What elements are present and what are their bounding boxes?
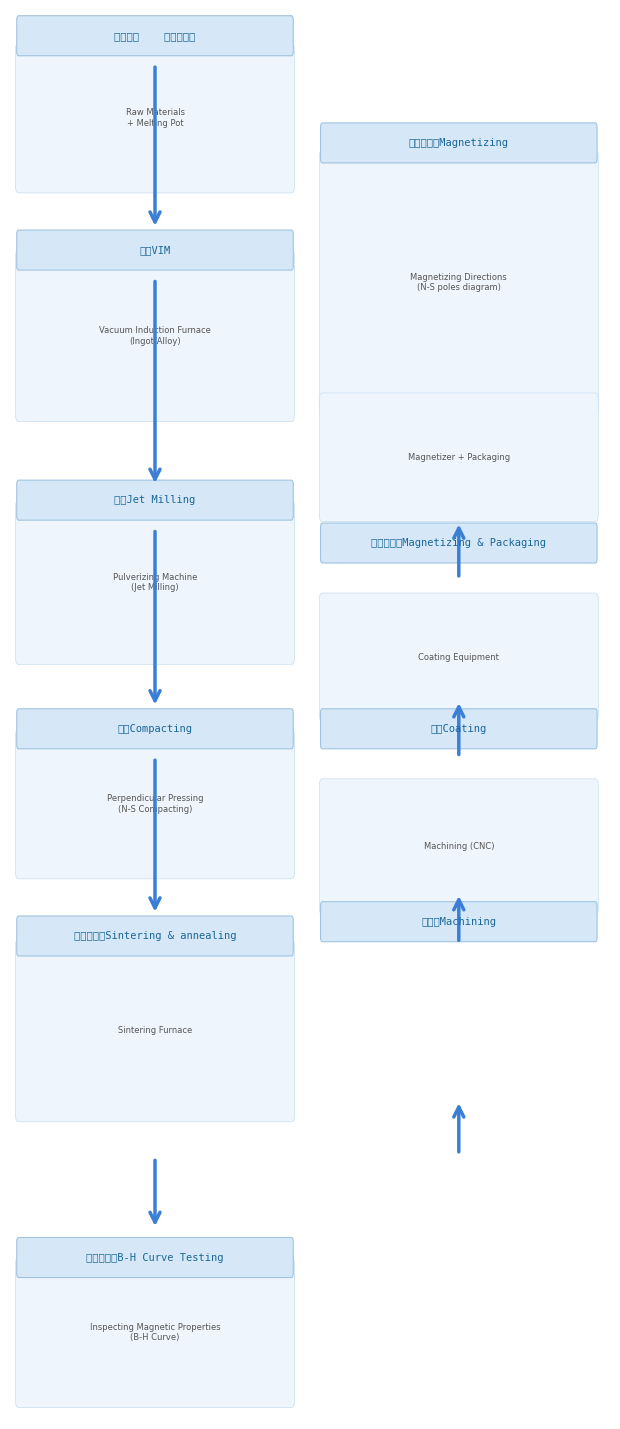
Text: Sintering Furnace: Sintering Furnace <box>118 1026 192 1035</box>
Text: Vacuum Induction Furnace
(Ingot/Alloy): Vacuum Induction Furnace (Ingot/Alloy) <box>99 326 211 346</box>
Text: 制粉Jet Milling: 制粉Jet Milling <box>114 496 196 504</box>
Text: Coating Equipment: Coating Equipment <box>418 653 499 662</box>
Text: Magnetizing Directions
(N-S poles diagram): Magnetizing Directions (N-S poles diagra… <box>410 273 507 292</box>
Text: 成型Compacting: 成型Compacting <box>118 725 192 733</box>
Text: Pulverizing Machine
(Jet Milling): Pulverizing Machine (Jet Milling) <box>113 573 197 592</box>
FancyBboxPatch shape <box>321 902 597 942</box>
Text: 熔炼VIM: 熔炼VIM <box>140 246 170 254</box>
Text: Inspecting Magnetic Properties
(B-H Curve): Inspecting Magnetic Properties (B-H Curv… <box>90 1323 220 1342</box>
FancyBboxPatch shape <box>16 500 294 664</box>
FancyBboxPatch shape <box>17 230 293 270</box>
FancyBboxPatch shape <box>16 43 294 193</box>
FancyBboxPatch shape <box>16 250 294 422</box>
FancyBboxPatch shape <box>319 779 598 915</box>
Text: 工艺流程    原材料准备: 工艺流程 原材料准备 <box>114 31 196 40</box>
FancyBboxPatch shape <box>17 480 293 520</box>
FancyBboxPatch shape <box>319 393 598 522</box>
FancyBboxPatch shape <box>17 916 293 956</box>
FancyBboxPatch shape <box>17 709 293 749</box>
Text: 涂覆Coating: 涂覆Coating <box>431 725 487 733</box>
FancyBboxPatch shape <box>321 123 597 163</box>
Text: 磁性能测试B-H Curve Testing: 磁性能测试B-H Curve Testing <box>86 1253 224 1262</box>
Text: Perpendicular Pressing
(N-S Compacting): Perpendicular Pressing (N-S Compacting) <box>107 795 203 813</box>
FancyBboxPatch shape <box>319 150 598 414</box>
Text: 充磁与包装Magnetizing & Packaging: 充磁与包装Magnetizing & Packaging <box>371 539 546 547</box>
FancyBboxPatch shape <box>17 16 293 56</box>
FancyBboxPatch shape <box>16 1258 294 1408</box>
FancyBboxPatch shape <box>321 709 597 749</box>
Text: 烧结与时效Sintering & annealing: 烧结与时效Sintering & annealing <box>74 932 236 940</box>
FancyBboxPatch shape <box>17 1238 293 1278</box>
FancyBboxPatch shape <box>319 593 598 722</box>
Text: Raw Materials
+ Melting Pot: Raw Materials + Melting Pot <box>125 109 185 127</box>
FancyBboxPatch shape <box>321 523 597 563</box>
Text: Machining (CNC): Machining (CNC) <box>423 842 494 852</box>
Text: Magnetizer + Packaging: Magnetizer + Packaging <box>408 453 510 462</box>
FancyBboxPatch shape <box>16 729 294 879</box>
Text: 充磁示意图Magnetizing: 充磁示意图Magnetizing <box>409 139 509 147</box>
Text: 机加工Machining: 机加工Machining <box>422 917 496 926</box>
FancyBboxPatch shape <box>16 939 294 1122</box>
